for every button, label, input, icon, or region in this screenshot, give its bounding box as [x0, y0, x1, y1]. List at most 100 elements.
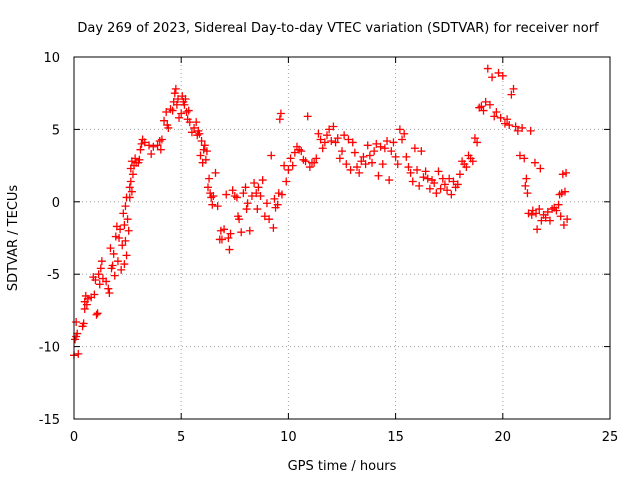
data-point [513, 126, 522, 135]
data-point [82, 300, 91, 309]
data-point [125, 183, 134, 192]
data-point [492, 108, 501, 117]
x-tick-label: 15 [387, 430, 404, 445]
data-point [338, 147, 346, 156]
data-point [393, 160, 402, 169]
data-point [533, 225, 542, 234]
data-point [149, 142, 158, 151]
data-point [258, 176, 267, 185]
data-point [455, 170, 464, 179]
data-point [232, 193, 241, 202]
data-point [213, 202, 222, 211]
data-point [205, 174, 214, 183]
data-point [299, 155, 308, 164]
data-point [243, 199, 252, 208]
data-point [316, 135, 325, 144]
data-point [423, 174, 432, 183]
data-point [303, 112, 312, 121]
data-point [363, 141, 372, 150]
data-point [245, 226, 254, 235]
data-point [342, 160, 351, 169]
data-point [171, 84, 180, 93]
data-point [208, 200, 217, 209]
data-point [90, 290, 99, 299]
data-point [262, 199, 271, 208]
data-point [74, 349, 83, 358]
data-point [280, 161, 289, 170]
data-point [123, 215, 132, 224]
data-point [181, 94, 190, 103]
data-point [235, 215, 244, 224]
data-point [108, 261, 117, 270]
data-point [518, 123, 527, 132]
data-point [385, 176, 394, 185]
chart-title: Day 269 of 2023, Sidereal Day-to-day VTE… [77, 21, 599, 36]
data-point [449, 177, 458, 186]
data-point [282, 177, 291, 186]
data-point [131, 154, 140, 163]
data-point [443, 186, 452, 195]
data-point [153, 141, 162, 150]
data-point [410, 144, 419, 153]
data-point [432, 189, 441, 198]
y-tick-label: -15 [39, 413, 60, 428]
data-point [530, 158, 539, 167]
data-point [207, 193, 216, 202]
x-tick-label: 25 [602, 430, 619, 445]
data-point [479, 106, 488, 115]
data-point [72, 317, 81, 326]
data-point [95, 280, 104, 289]
data-point [485, 100, 494, 109]
data-point [156, 145, 165, 154]
data-point [155, 136, 164, 145]
data-point [119, 209, 128, 218]
data-point [383, 136, 392, 145]
data-point [204, 183, 212, 192]
data-point [545, 216, 554, 225]
data-point [445, 174, 454, 183]
data-point [242, 205, 251, 214]
data-point [490, 112, 499, 121]
y-axis-label: SDTVAR / TECUs [6, 185, 21, 292]
data-point [254, 183, 263, 192]
data-point [180, 100, 189, 109]
data-point [536, 164, 545, 173]
data-point [301, 157, 310, 166]
data-point [162, 108, 171, 117]
data-point [228, 186, 237, 195]
data-point [109, 249, 118, 258]
data-point [201, 155, 210, 164]
data-point [563, 215, 572, 224]
data-point [365, 151, 374, 160]
data-point [408, 177, 417, 186]
data-point [370, 147, 379, 156]
x-axis-label: GPS time / hours [288, 459, 397, 474]
data-point [184, 106, 193, 115]
data-point [320, 138, 329, 147]
y-tick-label: 0 [52, 196, 60, 211]
data-point [325, 125, 334, 134]
data-point [173, 94, 182, 103]
data-point [554, 200, 563, 209]
data-point [225, 245, 234, 254]
y-tick-label: 5 [52, 123, 60, 138]
data-point [453, 180, 462, 189]
data-point [160, 116, 169, 125]
data-point [200, 141, 209, 150]
data-point [520, 154, 529, 163]
data-point [211, 168, 220, 177]
data-point [187, 128, 196, 137]
data-point [168, 106, 177, 115]
data-point [415, 181, 424, 190]
data-point [265, 215, 274, 224]
data-point [511, 122, 520, 131]
data-point [192, 118, 201, 127]
data-point [96, 264, 105, 273]
data-point [498, 71, 507, 80]
grid-lines [74, 57, 610, 419]
data-point [372, 139, 381, 148]
data-point [97, 257, 106, 266]
data-point [217, 235, 226, 244]
data-point [359, 152, 368, 161]
data-point [196, 151, 205, 160]
